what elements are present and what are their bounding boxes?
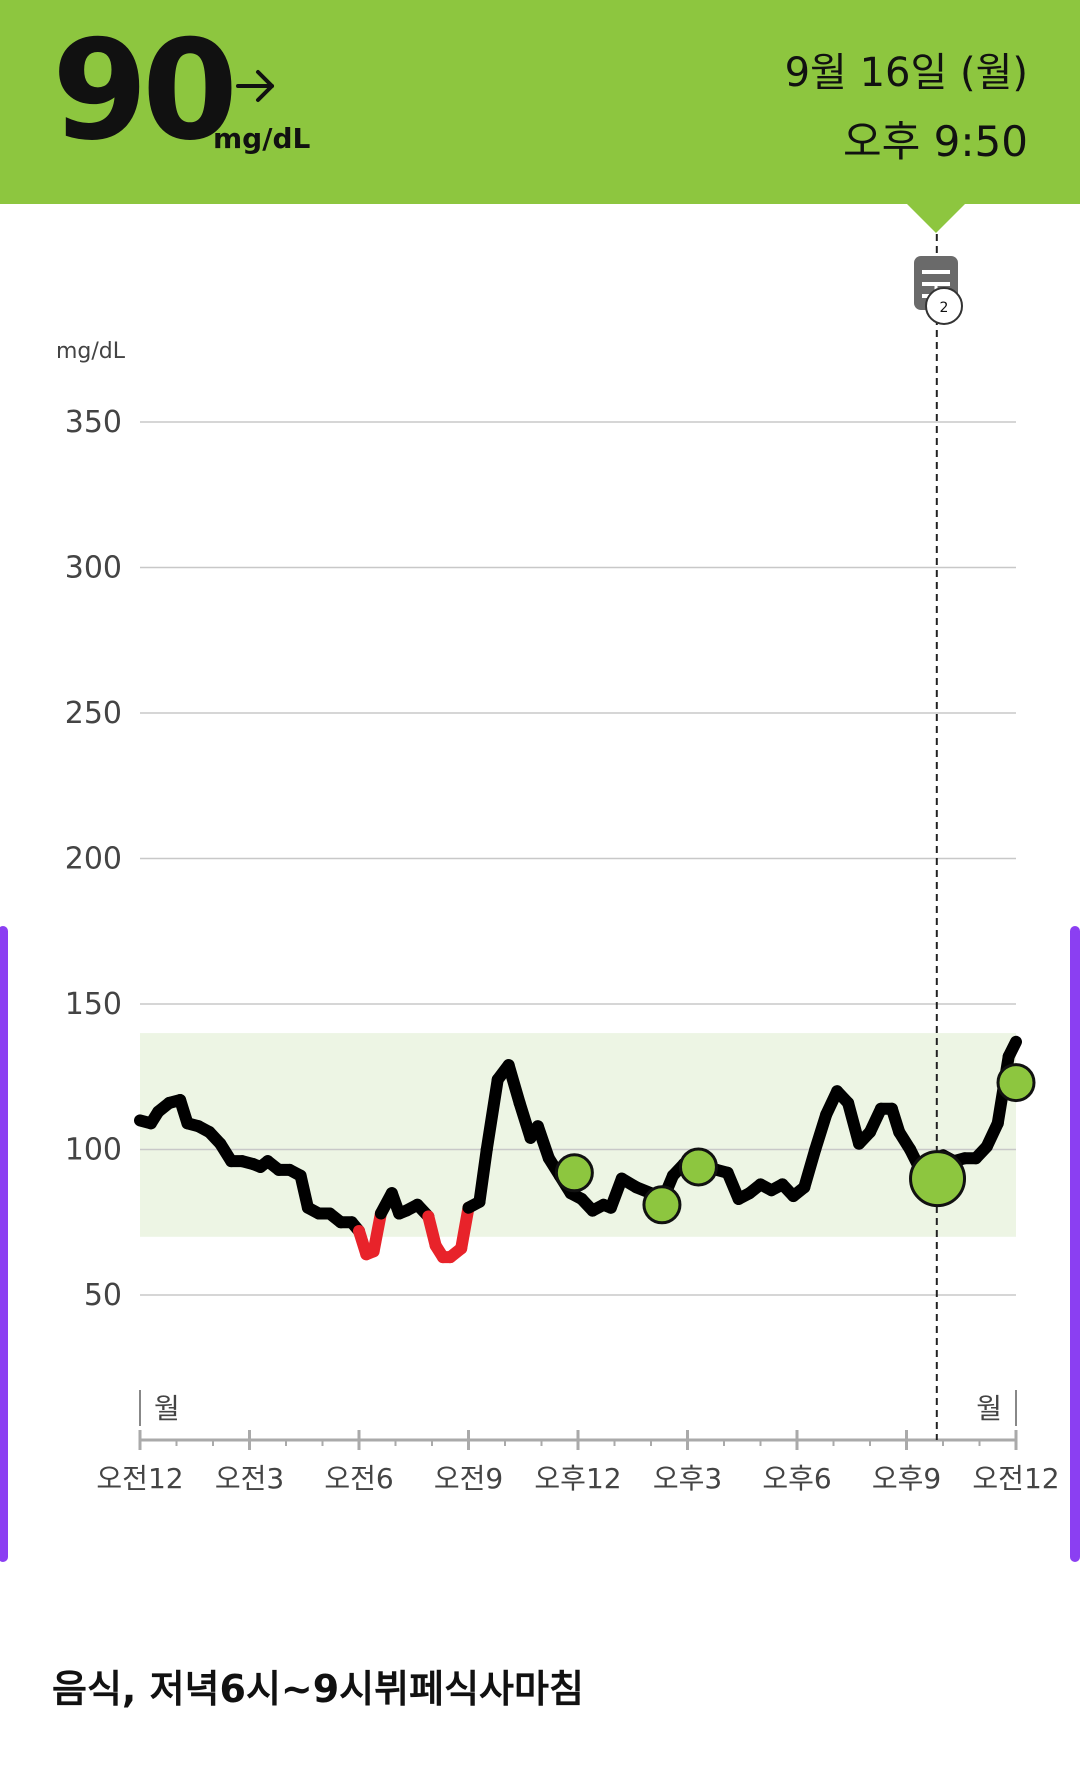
x-tick-label: 오후12 xyxy=(534,1462,621,1495)
glucose-line-segment xyxy=(473,1143,493,1208)
reading-date: 9월 16일 (월) xyxy=(784,50,1028,96)
y-tick-label: 350 xyxy=(65,405,122,440)
low-glucose-segment xyxy=(455,1201,475,1255)
reading-time: 오후 9:50 xyxy=(843,117,1028,166)
x-tick-label: 오후3 xyxy=(653,1462,722,1495)
glucose-line-segment xyxy=(502,1059,526,1109)
arrow-right-icon xyxy=(236,70,274,102)
target-range-band xyxy=(140,1033,1016,1237)
glucose-value: 90 xyxy=(52,10,238,171)
glucose-line-segment xyxy=(809,1108,833,1156)
y-tick-label: 150 xyxy=(65,987,122,1022)
cursor-pointer xyxy=(906,203,966,233)
x-tick-label: 오전12 xyxy=(972,1462,1059,1495)
low-glucose-segment xyxy=(367,1207,387,1258)
glucose-line-segment xyxy=(480,1073,504,1156)
memo-icon[interactable]: 2 xyxy=(914,256,963,325)
reading-header: 90 mg/dL 9월 16일 (월) 오후 9:50 xyxy=(0,0,1080,204)
y-tick-label: 200 xyxy=(65,842,122,877)
scroll-handle-right[interactable] xyxy=(1070,926,1080,1562)
reading-marker[interactable] xyxy=(642,1185,682,1225)
glucose-chart[interactable]: mg/dL 350 300 250 200 150 100 50 오전12 오전3 오전6 오전9… xyxy=(0,204,1080,1504)
y-tick-label: 50 xyxy=(84,1278,122,1313)
scroll-handle-left[interactable] xyxy=(0,926,8,1562)
y-tick-label: 250 xyxy=(65,696,122,731)
x-tick-label: 오후9 xyxy=(872,1462,941,1495)
day-label: 월 xyxy=(154,1392,180,1425)
x-tick-label: 오후6 xyxy=(762,1462,831,1495)
reading-marker[interactable] xyxy=(554,1153,594,1193)
x-tick-label: 오전12 xyxy=(96,1462,183,1495)
glucose-line-segment xyxy=(798,1143,822,1194)
y-axis-unit-label: mg/dL xyxy=(56,339,126,364)
x-tick-label: 오전3 xyxy=(215,1462,284,1495)
glucose-line-segment xyxy=(1002,1035,1022,1063)
event-note: 음식, 저녁6시~9시뷔페식사마침 xyxy=(52,1667,584,1711)
selected-reading-marker[interactable] xyxy=(909,1150,967,1208)
y-tick-label: 100 xyxy=(65,1133,122,1168)
glucose-unit: mg/dL xyxy=(213,122,311,155)
day-label: 월 xyxy=(976,1392,1002,1425)
x-tick-label: 오전9 xyxy=(434,1462,503,1495)
reading-marker[interactable] xyxy=(678,1147,718,1187)
reading-marker[interactable] xyxy=(996,1063,1036,1103)
y-tick-label: 300 xyxy=(65,551,122,586)
x-tick-label: 오전6 xyxy=(324,1462,393,1495)
memo-count-badge: 2 xyxy=(940,300,949,316)
